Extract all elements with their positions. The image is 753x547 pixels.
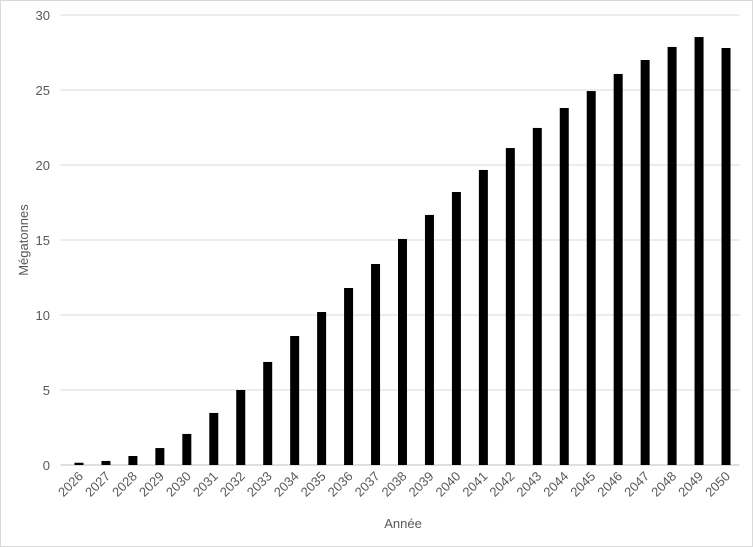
y-tick-label: 15 xyxy=(36,233,50,248)
bar xyxy=(451,192,461,465)
bar xyxy=(128,456,138,465)
bar xyxy=(640,60,650,465)
bar xyxy=(505,148,515,466)
bar xyxy=(532,127,542,465)
y-tick-label: 20 xyxy=(36,158,50,173)
bar xyxy=(371,264,381,465)
bar xyxy=(398,238,407,465)
x-axis-title: Année xyxy=(384,516,422,531)
bar xyxy=(667,46,677,465)
bar xyxy=(721,48,731,465)
bar xyxy=(101,460,111,465)
y-axis-title: Mégatonnes xyxy=(16,204,31,276)
bar xyxy=(478,169,488,465)
bar xyxy=(182,433,192,465)
y-tick-label: 0 xyxy=(43,458,50,473)
bar xyxy=(613,73,623,465)
bar xyxy=(317,312,327,465)
y-tick-label: 25 xyxy=(36,83,50,98)
bar xyxy=(263,361,273,465)
bar xyxy=(559,108,569,465)
bar xyxy=(74,462,84,465)
bar xyxy=(424,214,434,465)
bar xyxy=(290,336,300,465)
bar xyxy=(586,91,596,466)
bar xyxy=(209,412,219,465)
y-tick-label: 30 xyxy=(36,8,50,23)
bar xyxy=(344,288,354,465)
y-tick-label: 10 xyxy=(36,308,50,323)
bar xyxy=(155,448,165,465)
y-tick-label: 5 xyxy=(43,383,50,398)
bar xyxy=(236,390,246,465)
bar xyxy=(694,37,704,466)
